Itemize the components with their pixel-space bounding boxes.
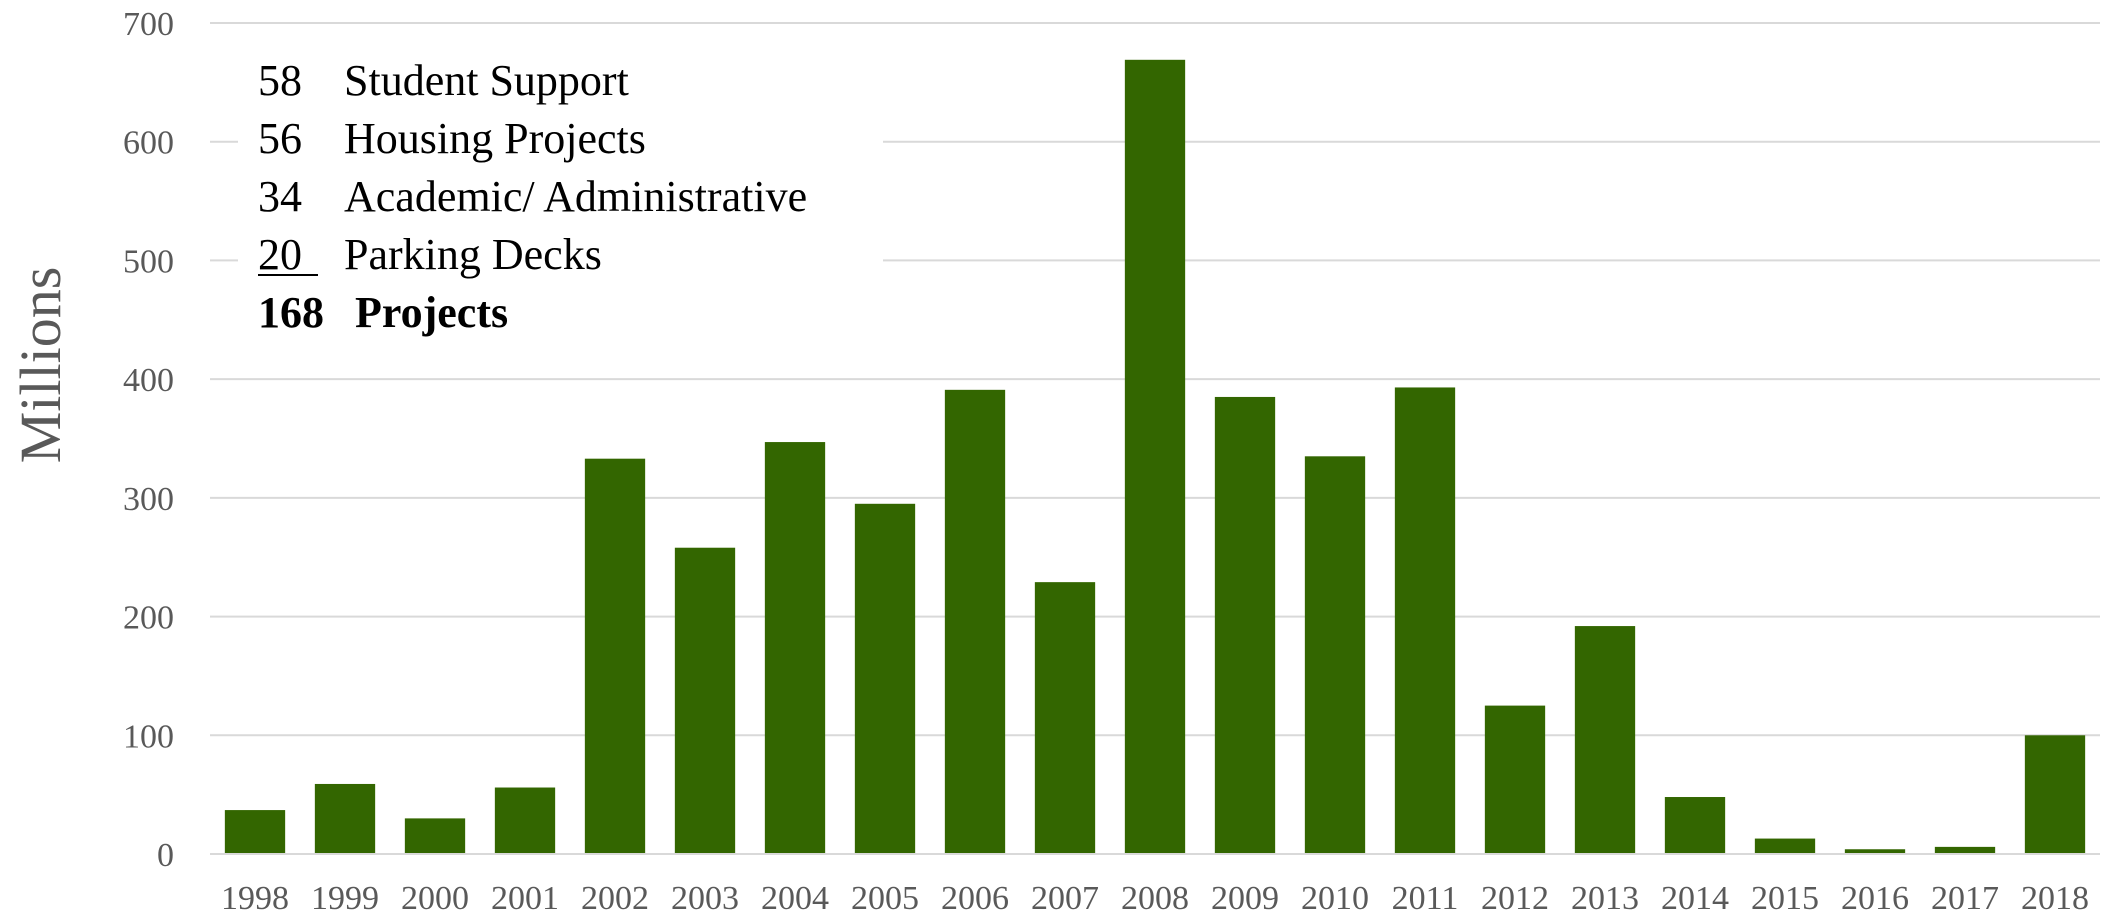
bar-2016: [1844, 849, 1906, 854]
x-tick-label: 2000: [401, 880, 469, 910]
annotation-block: 58 Student Support 56 Housing Projects 3…: [258, 56, 807, 337]
x-tick-label: 2002: [581, 880, 649, 910]
y-tick-label: 100: [123, 718, 174, 755]
x-tick-label: 2013: [1571, 880, 1639, 910]
bar-2014: [1664, 797, 1726, 854]
bar-2008: [1124, 59, 1186, 854]
x-tick-label: 2001: [491, 880, 559, 910]
y-tick-label: 200: [123, 600, 174, 637]
bar-2009: [1214, 396, 1276, 854]
x-tick-label: 2014: [1661, 880, 1729, 910]
x-tick-label: 2006: [941, 880, 1009, 910]
annotation-label-2: Housing Projects: [344, 114, 646, 163]
x-tick-label: 2011: [1392, 880, 1459, 910]
y-axis-title: Millions: [8, 267, 73, 464]
axes: 0 100 200 300 400 500 600 700 1998 1999 2000 2001 20…: [123, 6, 2100, 910]
x-tick-label: 2004: [761, 880, 829, 910]
annotation-count-4: 20: [258, 230, 302, 279]
bar-2007: [1034, 582, 1096, 854]
bar-2000: [404, 818, 466, 854]
x-tick-label: 2012: [1481, 880, 1549, 910]
annotation-count-1: 58: [258, 56, 302, 105]
bar-2012: [1484, 705, 1546, 854]
bar-2010: [1304, 456, 1366, 854]
annotation-total-label: Projects: [355, 288, 508, 337]
annotation-label-1: Student Support: [344, 56, 629, 105]
bar-2017: [1934, 846, 1996, 854]
bar-1998: [224, 810, 286, 854]
annotation-label-3: Academic/ Administrative: [344, 172, 807, 221]
x-tick-label: 2018: [2021, 880, 2089, 910]
annotation-count-2: 56: [258, 114, 302, 163]
x-tick-label: 1999: [311, 880, 379, 910]
x-tick-label: 2007: [1031, 880, 1099, 910]
bar-2001: [494, 787, 556, 854]
y-tick-label: 500: [123, 243, 174, 280]
annotation-count-3: 34: [258, 172, 302, 221]
bar-2006: [944, 389, 1006, 854]
x-tick-label: 2009: [1211, 880, 1279, 910]
bar-2002: [584, 458, 646, 854]
bar-2004: [764, 442, 826, 854]
y-tick-label: 600: [123, 125, 174, 162]
annotation-background: [238, 40, 883, 340]
y-tick-label: 700: [123, 6, 174, 43]
annotation-label-4: Parking Decks: [344, 230, 602, 279]
bar-2003: [674, 547, 736, 854]
bar-2005: [854, 503, 916, 854]
annotation-total-count: 168: [258, 288, 324, 337]
y-tick-label: 0: [157, 837, 174, 874]
bar-2018: [2024, 735, 2086, 854]
y-tick-label: 300: [123, 481, 174, 518]
x-tick-label: 2003: [671, 880, 739, 910]
x-tick-label: 2017: [1931, 880, 1999, 910]
x-tick-label: 2008: [1121, 880, 1189, 910]
bars: [224, 59, 2086, 854]
x-tick-label: 1998: [221, 880, 289, 910]
x-tick-label: 2005: [851, 880, 919, 910]
bar-2011: [1394, 387, 1456, 854]
y-tick-label: 400: [123, 362, 174, 399]
bar-2013: [1574, 626, 1636, 854]
x-tick-label: 2010: [1301, 880, 1369, 910]
x-tick-label: 2016: [1841, 880, 1909, 910]
x-tick-label: 2015: [1751, 880, 1819, 910]
bar-1999: [314, 783, 376, 854]
bar-2015: [1754, 838, 1816, 854]
